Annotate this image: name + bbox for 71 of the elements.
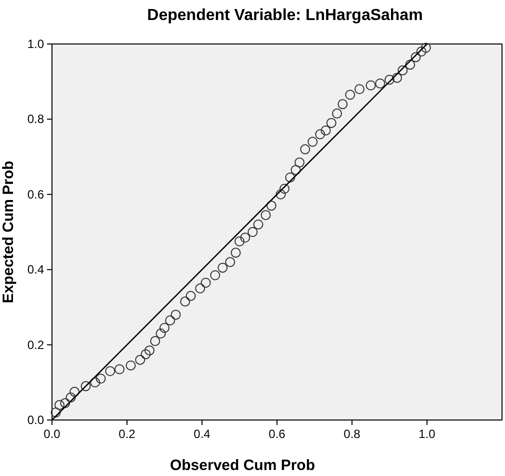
point bbox=[70, 386, 80, 397]
point bbox=[366, 80, 376, 90]
point bbox=[315, 129, 326, 140]
x-tick-label: 0.8 bbox=[344, 427, 361, 441]
point bbox=[105, 366, 116, 376]
point bbox=[266, 200, 276, 211]
point bbox=[332, 108, 342, 119]
point bbox=[354, 84, 364, 94]
point bbox=[234, 236, 244, 246]
point bbox=[144, 345, 154, 356]
point bbox=[135, 354, 146, 365]
point bbox=[338, 99, 348, 110]
point bbox=[326, 118, 336, 128]
x-axis-title: Observed Cum Prob bbox=[170, 457, 316, 474]
point bbox=[54, 400, 64, 410]
point bbox=[195, 283, 206, 294]
point bbox=[140, 349, 151, 360]
point bbox=[60, 398, 70, 408]
point bbox=[276, 189, 286, 200]
point bbox=[320, 125, 331, 136]
y-tick-label: 0.4 bbox=[27, 262, 44, 277]
point bbox=[392, 72, 402, 83]
y-tick-label: 0.8 bbox=[27, 112, 44, 126]
point bbox=[398, 65, 408, 76]
point bbox=[260, 210, 271, 220]
point bbox=[290, 164, 301, 175]
point bbox=[186, 290, 196, 301]
y-tick-label: 1.0 bbox=[27, 37, 44, 51]
y-tick-label: 0.0 bbox=[27, 413, 44, 427]
point bbox=[96, 374, 106, 384]
x-tick-label: 0.2 bbox=[118, 427, 136, 441]
point bbox=[294, 157, 304, 168]
point bbox=[230, 248, 241, 258]
x-tick-label: 0.4 bbox=[194, 427, 211, 441]
point bbox=[225, 257, 236, 268]
point bbox=[416, 46, 426, 57]
point bbox=[300, 144, 310, 154]
point bbox=[253, 219, 264, 230]
point bbox=[150, 336, 160, 346]
point bbox=[410, 52, 421, 62]
point bbox=[80, 381, 91, 392]
x-tick-label: 0.0 bbox=[44, 427, 61, 441]
y-axis-title: Expected Cum Prob bbox=[0, 160, 17, 304]
point bbox=[210, 270, 220, 280]
point bbox=[308, 136, 318, 147]
x-tick-label: 0.6 bbox=[268, 427, 286, 441]
point bbox=[165, 315, 176, 326]
y-tick-label: 0.2 bbox=[27, 338, 44, 352]
y-tick-label: 0.6 bbox=[27, 187, 44, 202]
point bbox=[405, 60, 416, 70]
point bbox=[114, 364, 124, 374]
point bbox=[420, 42, 431, 53]
point bbox=[218, 262, 228, 273]
point bbox=[170, 310, 181, 320]
point bbox=[50, 407, 61, 418]
point bbox=[156, 328, 166, 339]
point bbox=[384, 74, 394, 85]
point bbox=[160, 322, 170, 333]
point bbox=[66, 392, 76, 402]
point bbox=[126, 360, 136, 370]
x-tick-label: 1.0 bbox=[418, 427, 436, 441]
point bbox=[280, 184, 290, 194]
point bbox=[375, 78, 386, 88]
point bbox=[240, 232, 250, 243]
point bbox=[90, 377, 100, 388]
point bbox=[285, 172, 296, 182]
chart-title: Dependent Variable: LnHargaSaham bbox=[147, 7, 423, 24]
point bbox=[248, 227, 258, 237]
point bbox=[345, 90, 356, 100]
point bbox=[180, 296, 190, 307]
point bbox=[200, 278, 211, 288]
